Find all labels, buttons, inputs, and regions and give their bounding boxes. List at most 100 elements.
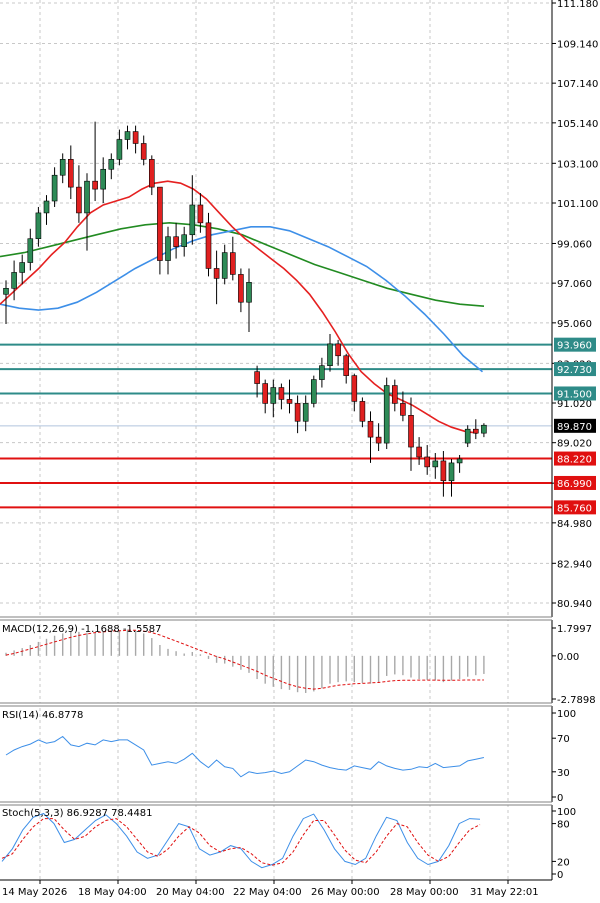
ma-mid-line	[0, 226, 484, 373]
macd-tick-label: 1.7997	[557, 624, 592, 635]
candle-body	[140, 143, 147, 160]
price-tick-label: 84.980	[557, 519, 592, 530]
ma-fast-line	[0, 180, 478, 434]
candle-body	[3, 288, 9, 295]
price-tick-label: 95.060	[557, 319, 592, 330]
stoch-tick-label: 0	[557, 870, 563, 881]
macd-panel: 1.7997 0.00 -2.7898 MACD(12,26,9) -1.1688 -…	[2, 624, 596, 706]
candle-body	[327, 343, 333, 366]
candle-body	[213, 268, 220, 279]
rsi-tick-label: 70	[557, 734, 570, 745]
time-tick-label: 28 May 00:00	[390, 887, 459, 898]
rsi-panel: 100 70 30 0 RSI(14) 46.8778	[2, 709, 576, 804]
candle-body	[246, 282, 252, 303]
candle-body	[11, 272, 17, 289]
panel-gap-0	[0, 617, 600, 620]
time-tick-label: 26 May 00:00	[311, 887, 380, 898]
time-tick-label: 18 May 04:00	[78, 887, 147, 898]
price-tick-label: 82.940	[557, 559, 592, 570]
price-tick-label: 97.060	[557, 279, 592, 290]
candle-body	[319, 365, 325, 380]
ma-slow-line	[0, 221, 485, 307]
stoch-tick-label: 100	[557, 807, 576, 818]
time-tick-label: 20 May 04:00	[156, 887, 225, 898]
level-tag-support	[554, 451, 596, 466]
candle-body	[124, 131, 131, 140]
rsi-line	[5, 735, 485, 778]
candle-body	[464, 428, 471, 444]
candle-body	[68, 159, 74, 188]
candle-body	[367, 420, 374, 438]
candle-body	[19, 262, 26, 273]
candle-body	[51, 174, 58, 202]
candle-body	[383, 385, 390, 444]
level-tag-support	[554, 475, 596, 490]
candle-body	[100, 168, 106, 190]
candle-body	[400, 403, 406, 416]
candle-body	[165, 236, 171, 261]
macd-tick-label: -2.7898	[557, 695, 596, 706]
candle-body	[270, 387, 277, 404]
level-tag-resistance	[554, 337, 596, 352]
candle-body	[254, 371, 260, 384]
macd-signal-line	[5, 629, 484, 690]
candle-body	[35, 212, 42, 240]
macd-label: MACD(12,26,9) -1.1688 -1.5587	[2, 624, 162, 635]
price-tick-label: 107.140	[557, 79, 598, 90]
stoch-d-line	[1, 818, 481, 866]
current-price-label: 89.870	[557, 422, 592, 433]
candle-body	[416, 446, 422, 458]
candle-body	[375, 436, 382, 444]
current-price-tag	[554, 418, 596, 433]
time-tick-label: 14 May 2026	[2, 887, 67, 898]
candle-body	[84, 180, 90, 214]
stoch-panel: 100 80 20 0 Stoch(5,3,3) 86.9287 78.4481	[1, 807, 576, 881]
candle-body	[27, 238, 34, 263]
price-tick-label: 80.940	[557, 599, 592, 610]
rsi-tick-label: 100	[557, 709, 576, 720]
macd-tick-label: 0.00	[557, 652, 579, 663]
candle-body	[43, 200, 50, 214]
stoch-tick-label: 20	[557, 857, 570, 868]
candle-body	[448, 462, 455, 482]
level-tag-resistance	[554, 362, 596, 377]
candle-body	[132, 131, 139, 144]
price-tick-label: 91.020	[557, 399, 592, 410]
candle-body	[335, 343, 341, 357]
candle-body	[173, 236, 179, 247]
price-tick-label: 101.100	[557, 199, 598, 210]
time-tick-label: 31 May 22:01	[470, 887, 539, 898]
level-tag-label: 85.760	[557, 503, 592, 514]
candle-body	[108, 159, 115, 170]
candle-body	[343, 355, 350, 376]
candle-body	[310, 379, 317, 404]
candle-body	[472, 428, 479, 434]
stoch-k-line	[1, 812, 481, 869]
candle-body	[278, 387, 285, 400]
candle-body	[205, 222, 212, 269]
candle-body	[238, 274, 244, 303]
price-tick-label: 109.140	[557, 39, 598, 50]
rsi-tick-label: 30	[557, 768, 570, 779]
candlesticks[interactable]	[3, 121, 487, 497]
candle-body	[92, 180, 98, 190]
rsi-tick-label: 0	[557, 793, 563, 804]
candle-body	[221, 252, 228, 279]
price-tick-label: 103.100	[557, 159, 598, 170]
rsi-label: RSI(14) 46.8778	[2, 710, 83, 721]
candle-body	[408, 415, 414, 448]
price-tick-label: 89.020	[557, 439, 592, 450]
moving-averages	[0, 180, 485, 434]
candle-body	[230, 252, 236, 275]
support-resistance-levels	[0, 343, 552, 509]
price-tick-label: 105.140	[557, 119, 598, 130]
candle-body	[286, 399, 293, 404]
candle-body	[157, 186, 163, 261]
candle-body	[424, 456, 431, 468]
level-tag-resistance	[554, 386, 596, 401]
candle-body	[116, 139, 123, 160]
candle-body	[294, 403, 301, 422]
